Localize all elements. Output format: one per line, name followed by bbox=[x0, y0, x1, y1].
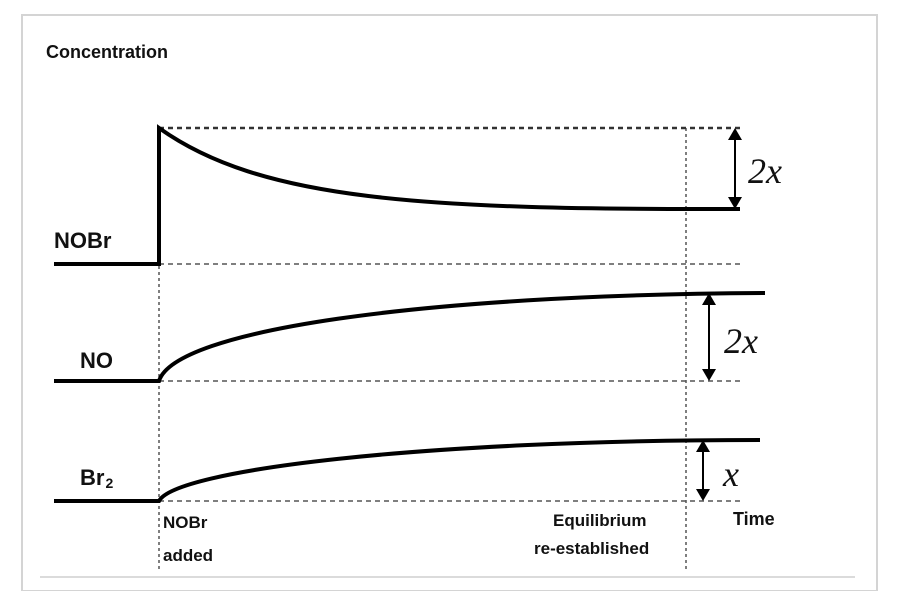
y-axis-label: Concentration bbox=[46, 42, 169, 62]
br2-change-arrow bbox=[696, 440, 710, 501]
br2-label-base: Br bbox=[80, 465, 105, 490]
no-species-label: NO bbox=[80, 348, 113, 373]
equilibrium-label-line1: Equilibrium bbox=[553, 511, 647, 530]
no-concentration-curve bbox=[54, 291, 766, 383]
equilibrium-label-line2: re-established bbox=[534, 539, 650, 558]
nobr-species-label: NOBr bbox=[54, 228, 112, 253]
nobr-change-label: 2x bbox=[748, 151, 782, 191]
br2-change-label: x bbox=[723, 454, 739, 494]
br2-label-subscript: 2 bbox=[105, 475, 114, 491]
x-axis-label: Time bbox=[733, 509, 775, 529]
nobr-added-label-line1: NOBr bbox=[163, 513, 208, 532]
br2-concentration-curve bbox=[54, 438, 761, 503]
figure-border bbox=[21, 14, 878, 591]
nobr-added-label-line2: added bbox=[163, 546, 214, 565]
nobr-concentration-curve bbox=[54, 124, 741, 266]
br2-species-label: Br2 bbox=[80, 465, 113, 491]
no-change-arrow bbox=[702, 293, 716, 381]
nobr-change-arrow bbox=[728, 128, 742, 209]
no-change-label: 2x bbox=[724, 321, 758, 361]
